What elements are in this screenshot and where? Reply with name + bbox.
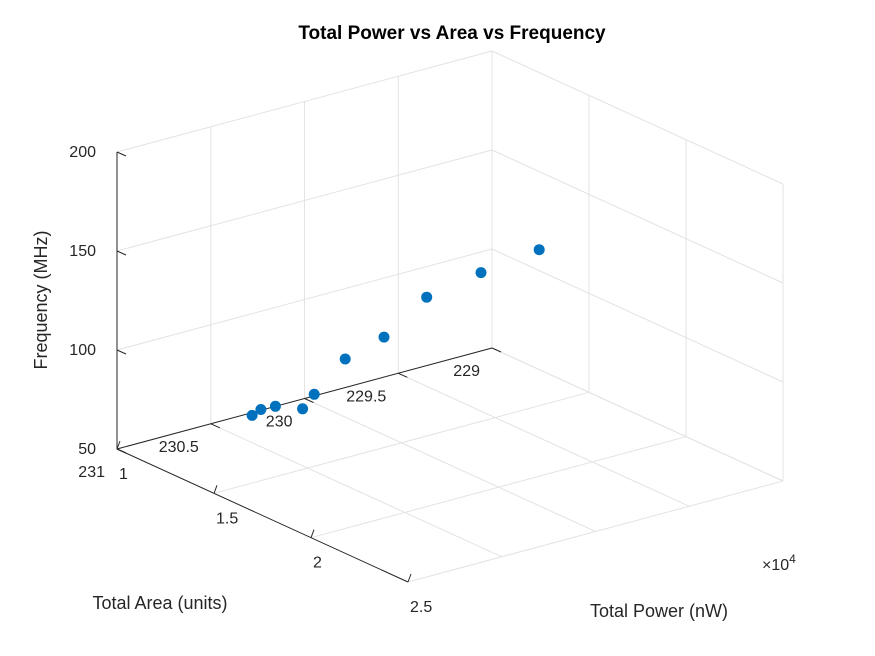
data-point (269, 400, 281, 412)
grid-line (491, 50, 784, 185)
z-tick-label: 200 (69, 144, 96, 161)
y-tick-label: 231 (78, 464, 105, 481)
data-point (421, 291, 433, 303)
x-tick-label: 2 (313, 555, 322, 572)
x-axis-line (116, 448, 409, 583)
x-tick-label: 1 (119, 466, 128, 483)
z-axis-label: Frequency (MHz) (31, 230, 51, 369)
grid-line (491, 248, 784, 383)
data-point (475, 267, 487, 279)
grid-line (210, 423, 503, 558)
z-tick (116, 349, 127, 355)
z-tick (116, 151, 127, 157)
z-tick-label: 150 (69, 243, 96, 260)
x-exponent-label: ×104 (762, 552, 796, 574)
y-tick-label: 230 (266, 414, 293, 431)
grid-line (491, 347, 784, 482)
grid-line (304, 398, 596, 532)
x-tick-label: 1.5 (216, 510, 238, 527)
data-point (308, 388, 320, 400)
y-tick (304, 398, 314, 403)
y-axis-label: Total Area (units) (92, 593, 227, 613)
grid-lines (116, 50, 784, 583)
x-axis-label: Total Power (nW) (590, 601, 728, 621)
grid-line (491, 149, 784, 284)
z-tick-label: 50 (78, 441, 96, 458)
grid-line (116, 248, 493, 351)
x-tick (310, 529, 315, 538)
y-tick-label: 229 (453, 363, 480, 380)
y-tick (398, 372, 408, 378)
chart-title: Total Power vs Area vs Frequency (298, 23, 606, 44)
y-tick (210, 423, 221, 429)
x-tick-label: 2.5 (410, 599, 432, 616)
grid-line (116, 50, 493, 153)
y-tick-label: 229.5 (346, 388, 386, 405)
z-tick-label: 100 (69, 342, 96, 359)
data-point (533, 244, 545, 256)
y-tick-label: 230.5 (159, 439, 199, 456)
data-point (297, 403, 309, 415)
x-tick (116, 440, 121, 450)
data-point (378, 331, 390, 343)
data-point (339, 353, 351, 365)
y-tick (491, 347, 502, 353)
grid-line (398, 372, 690, 507)
z-tick (116, 448, 127, 454)
axes (116, 151, 502, 583)
data-point (255, 404, 267, 415)
data-point (246, 409, 258, 421)
grid-line (116, 149, 493, 252)
z-tick (116, 250, 127, 256)
data-points (246, 244, 545, 421)
x-tick (213, 485, 218, 494)
x-tick (407, 573, 412, 583)
tick-labels: 1 1.5 2 2.5 229 229.5 230 230.5 231 50 100 150 200 (69, 144, 480, 616)
